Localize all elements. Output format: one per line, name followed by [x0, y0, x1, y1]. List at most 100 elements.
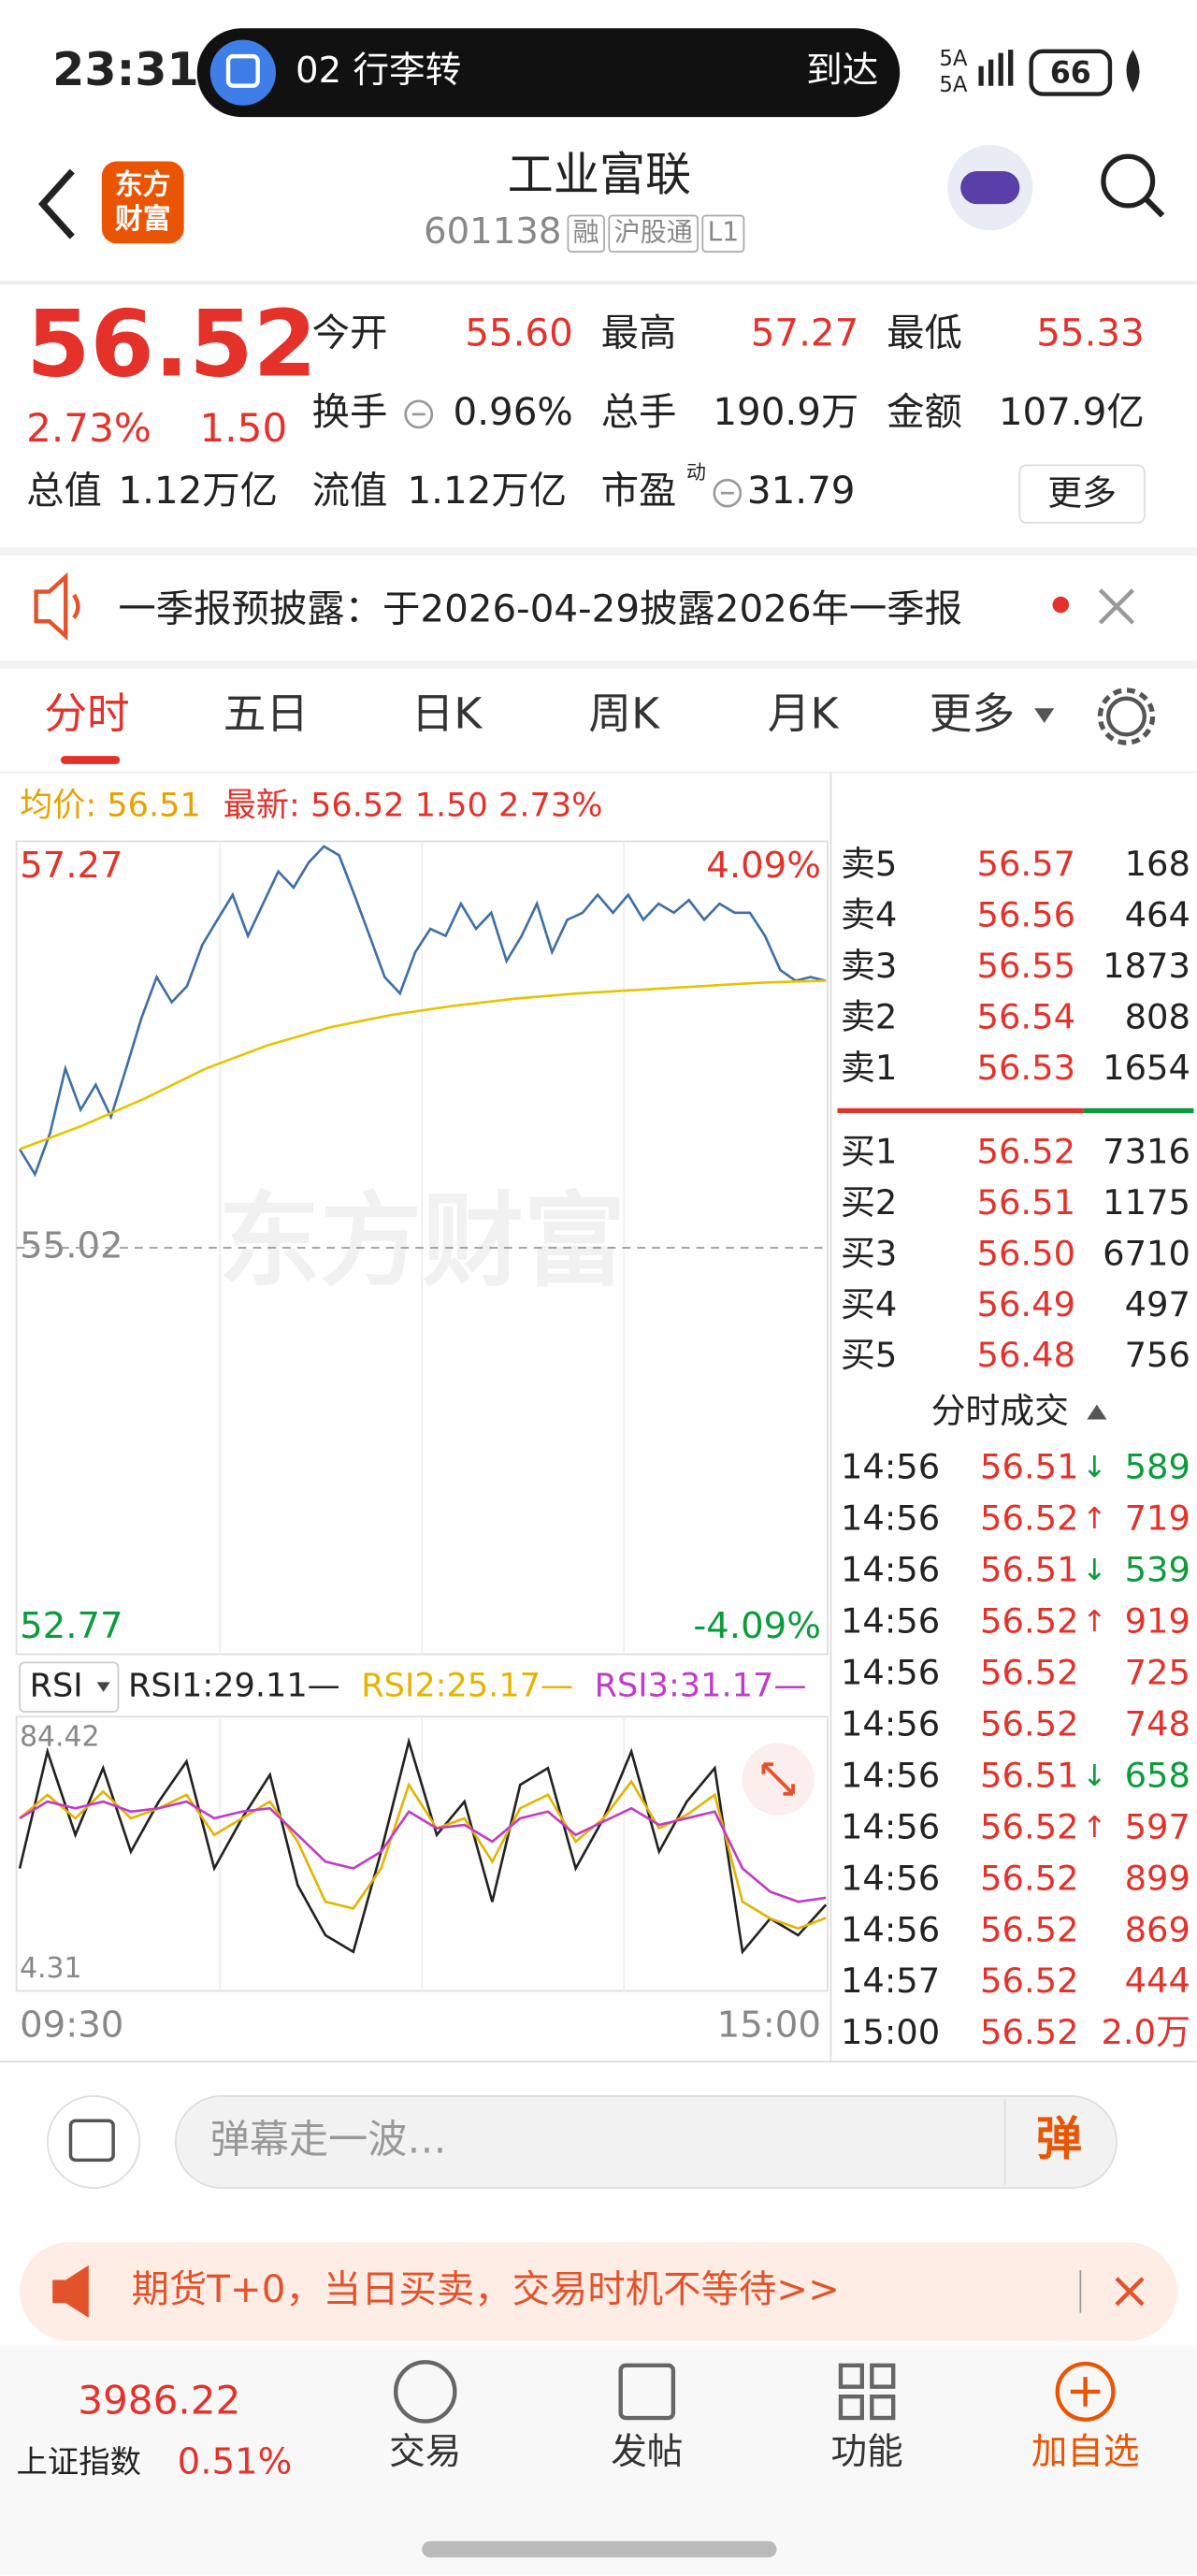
announcement[interactable]: 一季报预披露：于2026-04-29披露2026年一季报 — [118, 587, 962, 631]
y2-tick-label: -4.09% — [693, 1605, 821, 1647]
trade-price: 56.52 — [980, 1652, 1079, 1692]
trade-volume: 444 — [1125, 1961, 1190, 2001]
trade-volume: 597 — [1125, 1806, 1190, 1846]
info-icon[interactable] — [404, 399, 434, 429]
notice-icon-glyph — [225, 53, 260, 88]
book-volume: 1175 — [1103, 1182, 1190, 1223]
indicator-selector[interactable] — [19, 1661, 120, 1713]
trade-volume: 869 — [1125, 1909, 1190, 1949]
field-label: 流值 — [312, 469, 388, 513]
ad-icon — [52, 2265, 89, 2318]
add-watch-plus — [1070, 2377, 1101, 2407]
field-value: 57.27 — [751, 311, 859, 355]
y-tick-label: 55.02 — [20, 1224, 123, 1266]
logo — [101, 161, 184, 244]
trade-arrow: ↓ — [1082, 1554, 1106, 1587]
avatar-face — [960, 171, 1020, 205]
order-book: 卖5 56.57 168 卖4 56.56 464 卖3 56.55 1873 卖2 56.54 80… — [841, 844, 1190, 2052]
add-watch-icon — [1055, 2361, 1116, 2422]
tab[interactable]: 日K — [411, 688, 483, 738]
tab[interactable]: 五日 — [224, 688, 309, 738]
series-line — [19, 1800, 827, 1903]
danmaku-button[interactable]: 弹 — [1036, 2112, 1082, 2166]
book-volume: 6710 — [1103, 1233, 1190, 1273]
trade-arrow: ↑ — [1082, 1605, 1106, 1639]
nav-item[interactable]: 功能 — [830, 2431, 902, 2473]
book-volume: 168 — [1125, 844, 1190, 884]
trade-price: 56.52 — [980, 1858, 1079, 1898]
price-chart: 57.27 55.02 52.77 4.09% -4.09% — [16, 845, 828, 1647]
book-volume: 7316 — [1103, 1132, 1190, 1172]
trade-time: 15:00 — [841, 2012, 940, 2052]
settings-icon[interactable] — [1105, 696, 1147, 737]
trade-time: 14:56 — [841, 1858, 940, 1898]
signal-bars — [978, 50, 1014, 86]
book-label: 买5 — [841, 1335, 897, 1375]
logo-text: 财富 — [115, 203, 171, 236]
selector-caret — [96, 1682, 110, 1692]
close-announcement[interactable] — [1098, 588, 1135, 625]
x-tick-label: 15:00 — [717, 2004, 821, 2047]
trade-price: 56.51 — [980, 1447, 1079, 1487]
trade-time: 14:56 — [841, 1447, 940, 1487]
tab[interactable]: 更多 — [930, 688, 1015, 738]
trade-arrow: ↓ — [1082, 1451, 1106, 1484]
info-icon[interactable] — [713, 478, 743, 508]
notice-pill[interactable] — [196, 28, 901, 118]
trade-arrow: ↑ — [1082, 1811, 1106, 1845]
trade-time: 14:56 — [841, 1550, 940, 1590]
back-button[interactable] — [37, 168, 75, 239]
tab[interactable]: 月K — [768, 688, 840, 738]
nav-item[interactable]: 发帖 — [611, 2431, 683, 2473]
trade-arrow: ↓ — [1082, 1759, 1106, 1793]
more-button[interactable] — [1018, 464, 1146, 524]
trade-price: 56.52 — [980, 2012, 1079, 2052]
book-label: 卖5 — [841, 844, 897, 884]
nav-item[interactable]: 交易 — [389, 2431, 461, 2473]
bottom-nav — [0, 2345, 1197, 2576]
trade-volume: 748 — [1125, 1703, 1190, 1744]
field-label: 总值 — [26, 469, 102, 513]
close-ad[interactable] — [1115, 2277, 1145, 2307]
field-value: 0.96% — [454, 390, 573, 434]
last-price: 56.52 — [26, 291, 317, 398]
ad-banner[interactable] — [20, 2242, 1177, 2341]
trade-time: 14:57 — [841, 1961, 940, 2001]
indicator-selector-label: RSI — [30, 1667, 83, 1705]
signal-label: 5A — [939, 73, 968, 97]
search-icon[interactable] — [1101, 153, 1156, 209]
trades-caret — [1087, 1404, 1107, 1420]
book-label: 卖2 — [841, 997, 897, 1037]
ad-text: 期货T+0，当日买卖，交易时机不等待>> — [131, 2267, 839, 2311]
clock: 23:31 — [52, 42, 198, 96]
trade-time: 14:56 — [841, 1652, 940, 1692]
danmaku-settings[interactable] — [47, 2094, 141, 2190]
legend-entry: RSI1:29.11— — [128, 1667, 340, 1705]
field-value: 190.9万 — [713, 390, 858, 434]
trade-price: 56.52 — [980, 1961, 1079, 2001]
comment-input[interactable] — [174, 2094, 1118, 2190]
stock-name: 工业富联 — [508, 148, 692, 202]
book-volume: 756 — [1125, 1335, 1190, 1375]
notice-text: 02 行李转 — [296, 50, 461, 92]
tab[interactable]: 周K — [588, 688, 660, 738]
trade-price: 56.51 — [980, 1755, 1079, 1795]
field-label: 金额 — [887, 390, 962, 434]
more-button-label: 更多 — [1047, 472, 1117, 513]
nav-item[interactable]: 加自选 — [1031, 2431, 1140, 2473]
stock-tag-box — [701, 214, 745, 253]
trade-time: 14:56 — [841, 1755, 940, 1795]
book-label: 买2 — [841, 1182, 897, 1223]
book-price: 56.57 — [977, 844, 1076, 884]
book-label: 买3 — [841, 1233, 897, 1273]
trade-time: 14:56 — [841, 1498, 940, 1539]
field-value: 55.33 — [1036, 311, 1145, 355]
trades-title: 分时成交 — [931, 1391, 1069, 1431]
expand-icon — [761, 1762, 795, 1796]
trade-arrow: ↑ — [1082, 1502, 1106, 1536]
change: 1.50 — [199, 405, 287, 451]
book-price: 56.50 — [977, 1233, 1076, 1273]
tab[interactable]: 分时 — [44, 688, 129, 738]
book-price: 56.49 — [977, 1284, 1076, 1324]
stock-tag-box — [608, 214, 699, 253]
